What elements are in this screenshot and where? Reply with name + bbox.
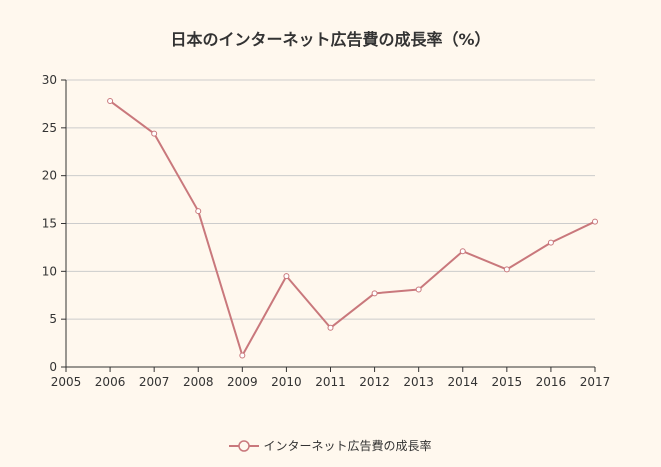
data-point [547,239,554,246]
legend[interactable]: インターネット広告費の成長率 [0,437,661,454]
x-tick-label: 2014 [447,375,478,389]
data-point [459,248,466,255]
legend-marker-icon [229,439,260,452]
data-point [503,266,510,273]
data-point [371,290,378,297]
x-tick-label: 2013 [403,375,434,389]
x-tick-label: 2005 [51,375,82,389]
y-tick-label: 0 [49,360,57,374]
grid-lines [66,79,595,320]
data-point [327,324,334,331]
y-tick-label: 5 [49,312,57,326]
x-tick-label: 2016 [536,375,567,389]
x-tick-label: 2008 [183,375,214,389]
data-point [107,98,114,105]
series-layer [107,98,598,359]
x-axis-ticks: 2005 2006 2007 2008 2009 2010 2011 2012 2013 2014… [51,367,611,389]
x-tick-label: 2009 [227,375,258,389]
y-tick-label: 30 [42,73,57,87]
x-tick-label: 2007 [139,375,170,389]
y-tick-label: 15 [42,217,57,231]
x-tick-label: 2011 [315,375,346,389]
data-point [239,352,246,359]
x-tick-label: 2012 [359,375,390,389]
x-tick-label: 2010 [271,375,302,389]
data-point [283,273,290,280]
y-axis-ticks: 0 5 10 15 20 25 30 [42,73,66,374]
data-point [592,218,598,225]
x-tick-label: 2017 [580,375,611,389]
y-tick-label: 20 [42,169,57,183]
x-tick-label: 2006 [95,375,126,389]
x-tick-label: 2015 [492,375,523,389]
data-point [195,208,202,215]
data-point [415,286,422,293]
y-tick-label: 10 [42,264,57,278]
series-line [109,100,596,357]
data-point [151,130,158,137]
legend-label: インターネット広告費の成長率 [263,439,432,453]
chart-title: 日本のインターネット広告費の成長率（%） [170,30,491,49]
y-tick-label: 25 [42,121,57,135]
